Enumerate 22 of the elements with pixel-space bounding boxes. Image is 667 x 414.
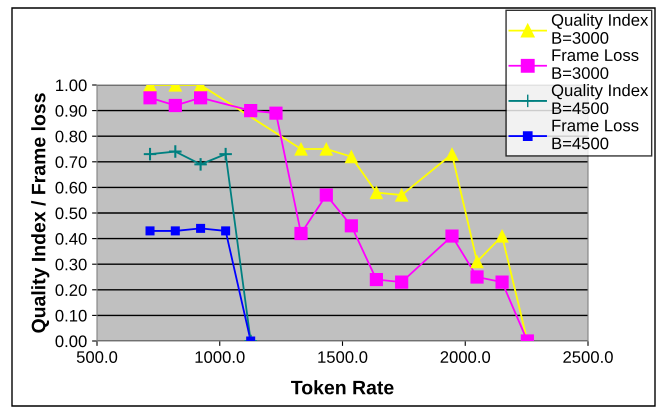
y-tick-label: 0.40 <box>55 233 87 245</box>
y-tick-label: 0.50 <box>55 207 87 220</box>
y-tick-label: 0.30 <box>55 258 87 270</box>
x-tick-label: 1500.0 <box>318 351 368 363</box>
y-axis-title: Quality Index / Frame loss <box>31 93 50 333</box>
x-tick-label: 1000.0 <box>196 351 245 363</box>
y-tick-label: 0.70 <box>55 156 87 168</box>
y-tick-label: 0.00 <box>55 335 87 348</box>
y-tick-label: 0.80 <box>55 130 87 142</box>
x-axis-title: Token Rate <box>291 380 394 394</box>
legend-label: Quality Index B=3000 <box>552 14 648 44</box>
y-tick-label: 0.60 <box>55 182 87 194</box>
y-tick-label: 0.90 <box>55 105 87 117</box>
x-tick-label: 500.0 <box>76 351 118 363</box>
legend-label: Frame Loss B=3000 <box>552 49 638 80</box>
legend-label: Quality Index B=4500 <box>552 84 648 114</box>
y-tick-label: 0.10 <box>55 310 87 322</box>
x-tick-label: 2000.0 <box>440 351 490 363</box>
legend-label: Frame Loss B=4500 <box>552 120 638 150</box>
y-tick-label: 1.00 <box>56 79 87 92</box>
y-tick-label: 0.20 <box>55 284 87 296</box>
x-tick-label: 2500.0 <box>563 351 613 363</box>
